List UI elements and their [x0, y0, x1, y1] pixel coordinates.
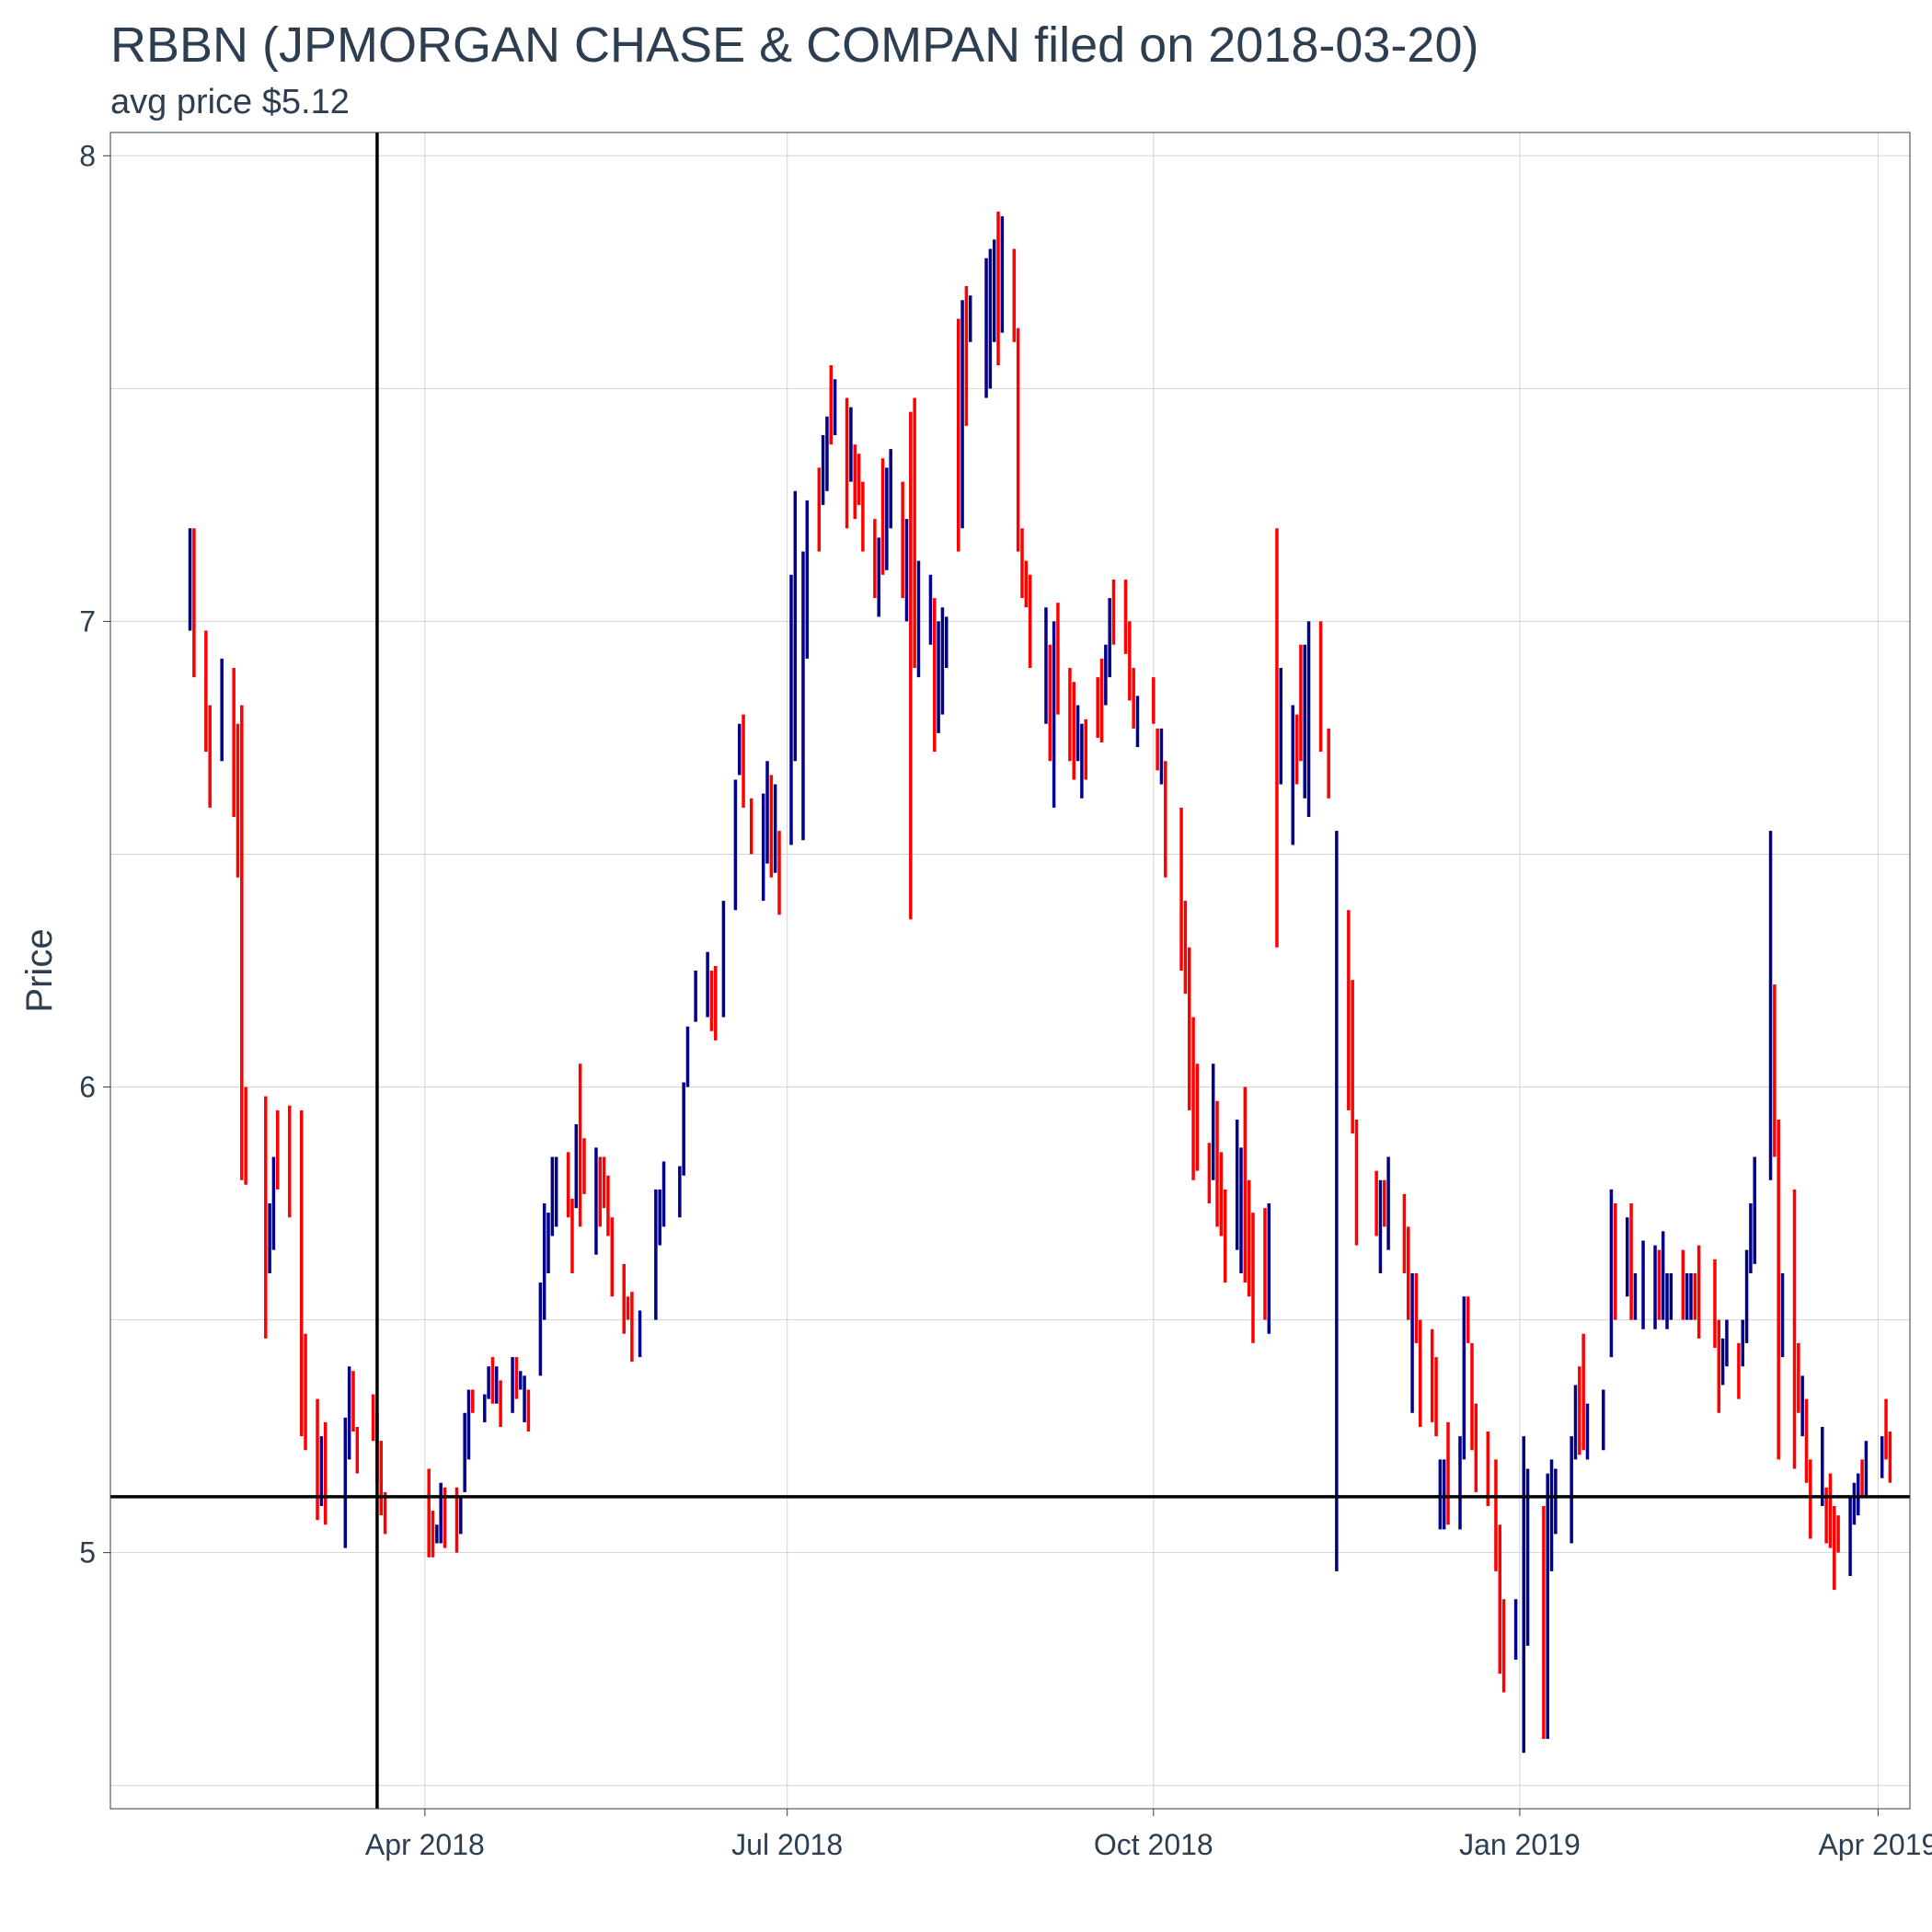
x-tick-label: Jan 2019 — [1459, 1828, 1581, 1861]
grid-lines — [110, 132, 1910, 1809]
price-bars — [188, 212, 1892, 1754]
x-tick-label: Jul 2018 — [731, 1828, 843, 1861]
x-tick-label: Oct 2018 — [1094, 1828, 1213, 1861]
x-tick-label: Apr 2019 — [1818, 1828, 1932, 1861]
reference-lines — [110, 132, 1910, 1809]
y-axis-title: Price — [19, 928, 60, 1012]
chart-subtitle: avg price $5.12 — [110, 83, 350, 121]
y-tick-label: 5 — [79, 1536, 96, 1570]
x-tick-label: Apr 2018 — [365, 1828, 485, 1861]
x-axis-ticks: Apr 2018 Jul 2018 Oct 2018 Jan 2019 Apr 2019 — [365, 1809, 1932, 1861]
y-tick-label: 8 — [79, 139, 96, 172]
y-tick-label: 7 — [79, 604, 96, 638]
y-axis-ticks: 5 6 7 8 — [79, 139, 110, 1570]
y-tick-label: 6 — [79, 1071, 96, 1104]
chart-title: RBBN (JPMORGAN CHASE & COMPAN filed on 2… — [110, 17, 1479, 73]
plot-panel-border — [109, 132, 1911, 1810]
